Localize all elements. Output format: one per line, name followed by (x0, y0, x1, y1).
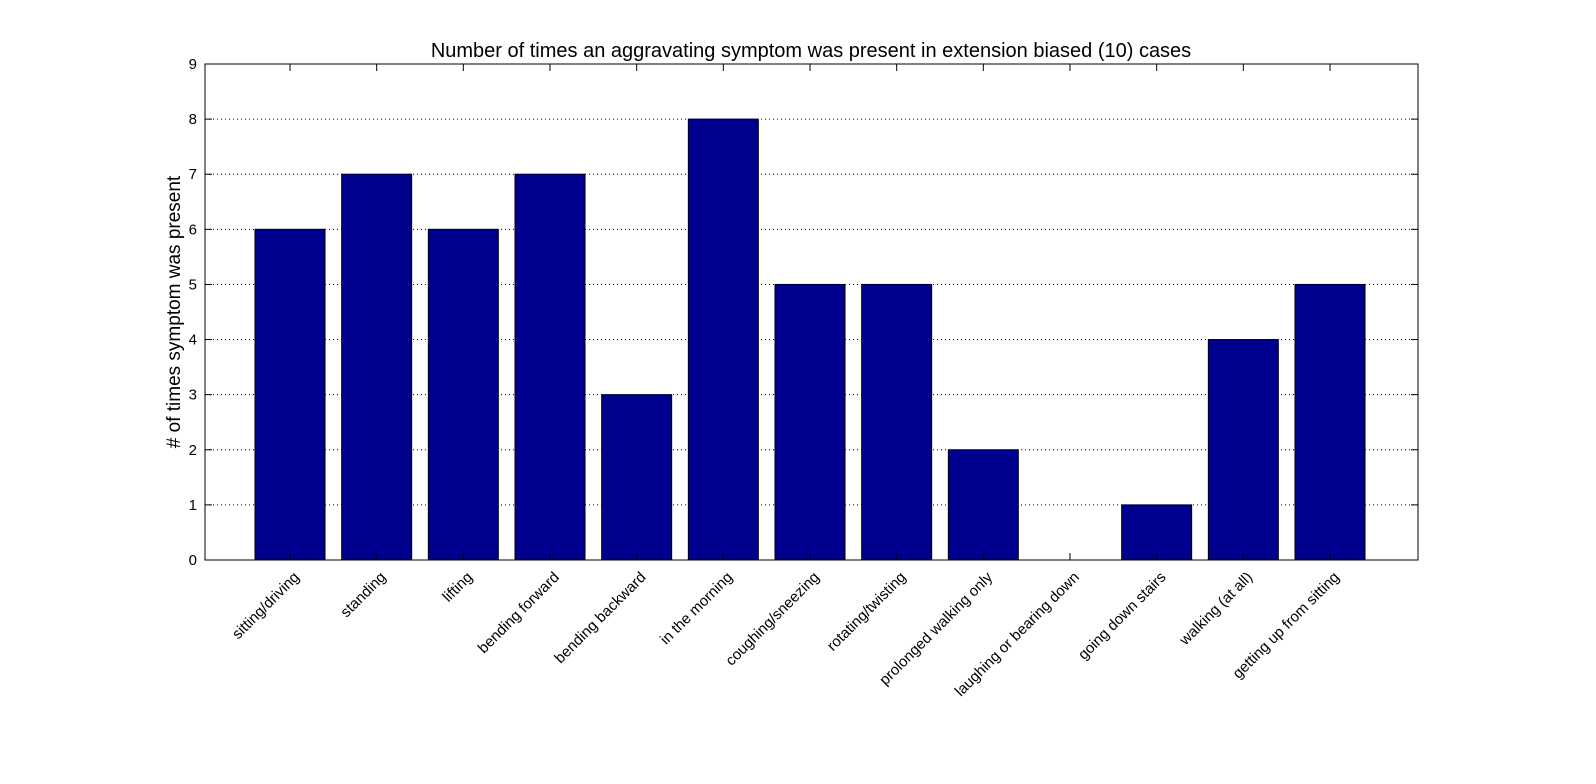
chart-title: Number of times an aggravating symptom w… (431, 40, 1191, 62)
axis-ticks (205, 63, 1418, 561)
bar (774, 283, 846, 561)
y-tick-label: 2 (189, 442, 197, 459)
bar (341, 173, 413, 561)
bar (1121, 504, 1193, 561)
y-tick-label: 7 (189, 166, 197, 183)
bars (254, 118, 1366, 561)
y-tick-label: 1 (189, 497, 197, 514)
x-category-label: coughing/sneezing (722, 569, 822, 669)
x-category-label: bending forward (475, 569, 563, 657)
y-tick-label: 9 (189, 56, 197, 73)
x-category-label: walking (at all) (1176, 569, 1257, 650)
bar (514, 173, 586, 561)
bar (254, 228, 326, 561)
y-tick-label: 5 (189, 276, 197, 293)
x-category-label: sitting/driving (229, 569, 303, 643)
bar (1294, 283, 1366, 561)
x-category-label: standing (337, 569, 389, 621)
y-tick-label: 0 (189, 552, 197, 569)
x-category-label: lifting (439, 569, 476, 606)
plot-area-frame (204, 63, 1419, 561)
bar (861, 283, 933, 561)
y-tick-label: 4 (189, 332, 197, 349)
y-tick-label: 3 (189, 387, 197, 404)
x-category-label: rotating/twisting (824, 569, 910, 655)
bar (601, 394, 673, 561)
y-axis-label: # of times symptom was present (164, 175, 185, 448)
y-tick-label: 6 (189, 221, 197, 238)
y-tick-label: 8 (189, 111, 197, 128)
bar (427, 228, 499, 561)
bar (947, 449, 1019, 561)
y-axis-tick-labels: 0 1 2 3 4 5 6 7 8 9 (189, 56, 197, 569)
bar (687, 118, 759, 561)
x-category-label: going down stairs (1075, 569, 1170, 664)
bar (1207, 339, 1279, 561)
x-category-label: bending backward (551, 569, 649, 667)
x-category-label: in the morning (657, 569, 736, 648)
